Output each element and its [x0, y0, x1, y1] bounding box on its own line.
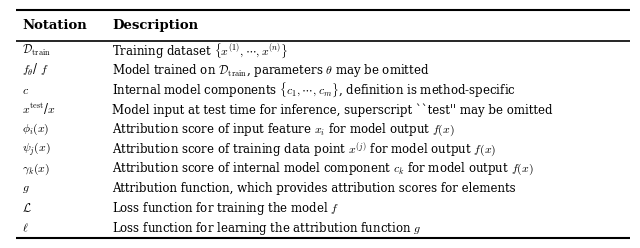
Text: $f_{\theta}$/ $f$: $f_{\theta}$/ $f$	[22, 62, 49, 78]
Text: Description: Description	[112, 19, 198, 32]
Text: $x^{\mathrm{test}}$/$x$: $x^{\mathrm{test}}$/$x$	[22, 102, 56, 117]
Text: Training dataset $\{x^{(1)}, \cdots, x^{(n)}\}$: Training dataset $\{x^{(1)}, \cdots, x^{…	[112, 41, 289, 60]
Text: Attribution score of training data point $x^{(j)}$ for model output $f(x)$: Attribution score of training data point…	[112, 140, 496, 158]
Text: Attribution function, which provides attribution scores for elements: Attribution function, which provides att…	[112, 182, 516, 195]
Text: Attribution score of internal model component $c_k$ for model output $f(x)$: Attribution score of internal model comp…	[112, 161, 534, 177]
Text: $\gamma_k(x)$: $\gamma_k(x)$	[22, 161, 51, 177]
Text: Attribution score of input feature $x_i$ for model output $f(x)$: Attribution score of input feature $x_i$…	[112, 121, 455, 138]
Text: $\mathcal{D}_{\mathrm{train}}$: $\mathcal{D}_{\mathrm{train}}$	[22, 43, 51, 58]
Text: Internal model components $\{c_1, \cdots, c_m\}$, definition is method-specific: Internal model components $\{c_1, \cdots…	[112, 81, 516, 99]
Text: Loss function for training the model $f$: Loss function for training the model $f$	[112, 200, 339, 217]
Text: $\phi_i(x)$: $\phi_i(x)$	[22, 122, 50, 137]
Text: $g$: $g$	[22, 182, 30, 195]
Text: Model input at test time for inference, superscript ``test'' may be omitted: Model input at test time for inference, …	[112, 103, 552, 117]
Text: $c$: $c$	[22, 84, 29, 96]
Text: Loss function for learning the attribution function $g$: Loss function for learning the attributi…	[112, 220, 421, 237]
Text: $\mathcal{L}$: $\mathcal{L}$	[22, 202, 32, 215]
Text: $\ell$: $\ell$	[22, 222, 29, 235]
Text: Model trained on $\mathcal{D}_{\mathrm{train}}$, parameters $\theta$ may be omit: Model trained on $\mathcal{D}_{\mathrm{t…	[112, 62, 429, 79]
Text: $\psi_j(x)$: $\psi_j(x)$	[22, 141, 51, 158]
Text: Notation: Notation	[22, 19, 87, 32]
